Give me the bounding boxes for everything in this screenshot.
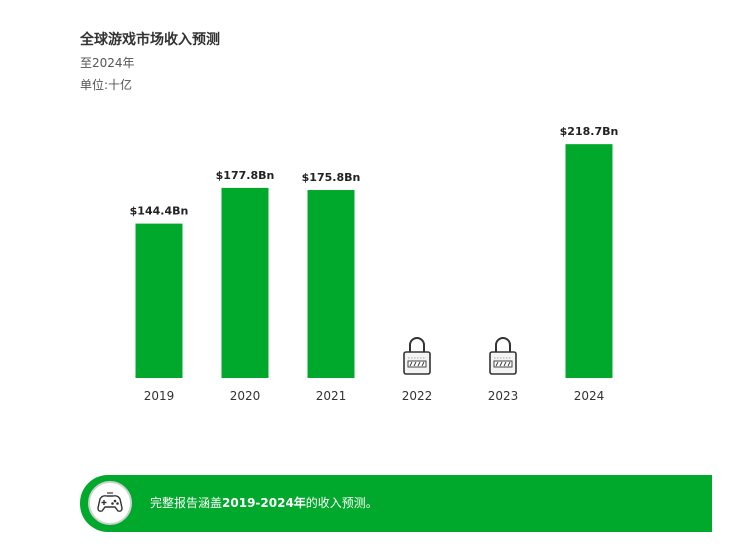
x-tick-label: 2019: [144, 389, 175, 403]
chart-header: 全球游戏市场收入预测 至2024年 单位:十亿: [80, 30, 220, 94]
banner-text-bold: 2019-2024年: [222, 496, 306, 510]
x-tick-label: 2020: [230, 389, 261, 403]
x-tick-label: 2024: [574, 389, 605, 403]
gamepad-icon: [97, 492, 123, 512]
data-label: $175.8Bn: [302, 171, 361, 184]
banner-text-after: 的收入预测。: [305, 496, 378, 510]
chart-unit: 单位:十亿: [80, 78, 133, 92]
bar-2019: [135, 223, 183, 378]
chart-title: 全球游戏市场收入预测: [80, 32, 220, 48]
x-tick-label: 2022: [402, 389, 433, 403]
padlock-icon: [489, 337, 517, 375]
data-label: $144.4Bn: [130, 205, 189, 218]
bar-2020: [221, 187, 269, 378]
data-label: $177.8Bn: [216, 169, 275, 182]
chart-subtitle: 至2024年: [80, 56, 135, 70]
x-tick-label: 2021: [316, 389, 347, 403]
bar-chart: 2019 $144.4Bn 2020 $177.8Bn 2021 $175.8Bn 2022…: [130, 125, 619, 403]
banner-text: 完整报告涵盖2019-2024年的收入预测。: [150, 494, 378, 511]
bar-2021: [307, 190, 355, 378]
x-tick-label: 2023: [488, 389, 519, 403]
data-label: $218.7Bn: [560, 125, 619, 138]
report-banner: 完整报告涵盖2019-2024年的收入预测。: [80, 475, 712, 532]
gamepad-icon-badge: [88, 481, 132, 525]
bar-2024: [565, 144, 613, 378]
banner-text-before: 完整报告涵盖: [150, 496, 223, 510]
padlock-icon: [403, 337, 431, 375]
